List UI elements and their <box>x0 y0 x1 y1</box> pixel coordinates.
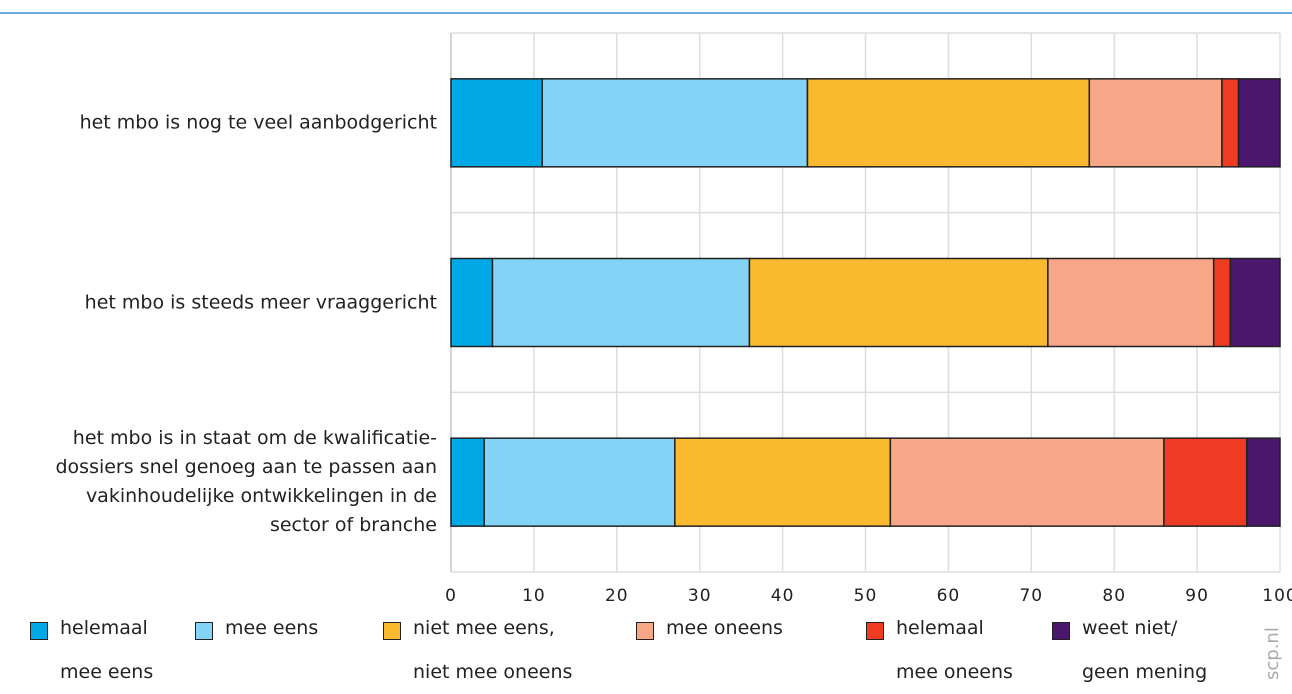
category-label: het mbo is steeds meer vraaggericht <box>84 291 437 313</box>
legend-item: niet mee eens, niet mee oneens <box>383 617 572 694</box>
bar-segment <box>1212 257 1232 348</box>
legend-item: helemaal mee eens <box>30 617 153 694</box>
x-tick-label: 90 <box>1185 586 1209 606</box>
x-tick-label: 30 <box>688 586 712 606</box>
category-label: het mbo is nog te veel aanbodgericht <box>79 111 437 134</box>
legend-label: helemaal mee oneens <box>896 617 1013 683</box>
bar-segment <box>1047 257 1215 348</box>
bar-segment <box>450 257 494 348</box>
bar-segment <box>450 437 485 527</box>
legend-item: mee eens <box>195 617 318 650</box>
x-tick-label: 0 <box>445 586 457 606</box>
x-tick-label: 80 <box>1102 586 1126 606</box>
legend-label: weet niet/ geen mening <box>1082 617 1208 683</box>
legend-swatch <box>383 622 401 640</box>
bar-segment <box>541 78 809 168</box>
x-tick-label: 50 <box>854 586 878 606</box>
bar-segment <box>748 257 1049 348</box>
legend-item: helemaal mee oneens <box>866 617 1013 694</box>
bar-segment <box>1246 437 1281 527</box>
x-tick-label: 40 <box>771 586 795 606</box>
legend-label: mee oneens <box>666 617 783 639</box>
x-tick-label: 10 <box>522 586 546 606</box>
bar-segment <box>1237 78 1281 168</box>
x-tick-label: 20 <box>605 586 629 606</box>
legend-item: weet niet/ geen mening <box>1052 617 1207 694</box>
x-tick-label: 70 <box>1019 586 1043 606</box>
x-tick-label: 100 <box>1262 586 1292 606</box>
bar-segment <box>483 437 676 527</box>
category-label: het mbo is in staat om de kwalificatie- … <box>55 427 437 537</box>
legend-swatch <box>30 622 48 640</box>
bar-segment <box>1229 257 1281 348</box>
bar-segment <box>889 437 1165 527</box>
bar-segment <box>1221 78 1240 168</box>
legend-label: niet mee eens, niet mee oneens <box>413 617 573 683</box>
source: scp.nl <box>1262 627 1283 680</box>
x-tick-label: 60 <box>937 586 961 606</box>
bar-segment <box>1163 437 1248 527</box>
bar-segment <box>674 437 892 527</box>
legend-label: helemaal mee eens <box>60 617 154 683</box>
bar-segment <box>806 78 1091 168</box>
legend-swatch <box>866 622 884 640</box>
legend-swatch <box>636 622 654 640</box>
legend-item: mee oneens <box>636 617 783 650</box>
legend-swatch <box>195 622 213 640</box>
legend-swatch <box>1052 622 1070 640</box>
legend-label: mee eens <box>225 617 319 639</box>
bar-segment <box>450 78 543 168</box>
bar-segment <box>1088 78 1223 168</box>
bar-segment <box>491 257 751 348</box>
